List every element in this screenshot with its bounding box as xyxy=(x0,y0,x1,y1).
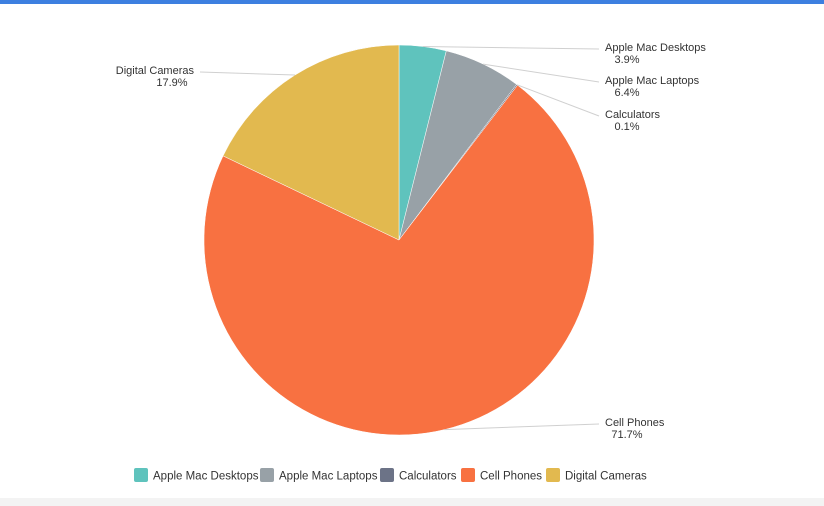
leader-line-cell-phones xyxy=(444,423,600,431)
slice-label-digital-cameras: Digital Cameras xyxy=(116,65,195,77)
slice-label-calculators: Calculators xyxy=(605,109,661,121)
pie-slice-digital-cameras[interactable] xyxy=(222,44,400,241)
pie-slices xyxy=(203,44,595,436)
slice-percent-digital-cameras: 17.9% xyxy=(156,77,187,89)
leader-line-calculators xyxy=(516,84,600,117)
legend-swatch-apple-mac-desktops[interactable] xyxy=(134,468,148,482)
leader-lines xyxy=(199,46,600,431)
legend-label-apple-mac-laptops[interactable]: Apple Mac Laptops xyxy=(279,471,378,483)
legend-label-calculators[interactable]: Calculators xyxy=(399,471,457,483)
bottom-bar xyxy=(0,498,824,506)
slice-label-apple-mac-desktops: Apple Mac Desktops xyxy=(605,42,706,54)
slice-percent-cell-phones: 71.7% xyxy=(611,429,642,441)
legend-swatch-calculators[interactable] xyxy=(380,468,394,482)
legend-swatch-digital-cameras[interactable] xyxy=(546,468,560,482)
leader-line-apple-mac-desktops xyxy=(422,46,600,50)
legend-swatch-cell-phones[interactable] xyxy=(461,468,475,482)
slice-percent-apple-mac-desktops: 3.9% xyxy=(614,54,639,66)
legend-label-cell-phones[interactable]: Cell Phones xyxy=(480,471,542,483)
slice-label-cell-phones: Cell Phones xyxy=(605,417,665,429)
leader-line-digital-cameras xyxy=(199,71,296,76)
legend-label-digital-cameras[interactable]: Digital Cameras xyxy=(565,471,647,483)
legend-swatch-apple-mac-laptops[interactable] xyxy=(260,468,274,482)
slice-label-apple-mac-laptops: Apple Mac Laptops xyxy=(605,75,700,87)
slice-percent-apple-mac-laptops: 6.4% xyxy=(614,87,639,99)
top-accent-bar xyxy=(0,0,824,4)
leader-line-apple-mac-laptops xyxy=(483,63,600,83)
legend-label-apple-mac-desktops[interactable]: Apple Mac Desktops xyxy=(153,471,259,483)
legend: Apple Mac Desktops Apple Mac Laptops Calcu… xyxy=(134,468,647,483)
slice-percent-calculators: 0.1% xyxy=(614,121,639,133)
